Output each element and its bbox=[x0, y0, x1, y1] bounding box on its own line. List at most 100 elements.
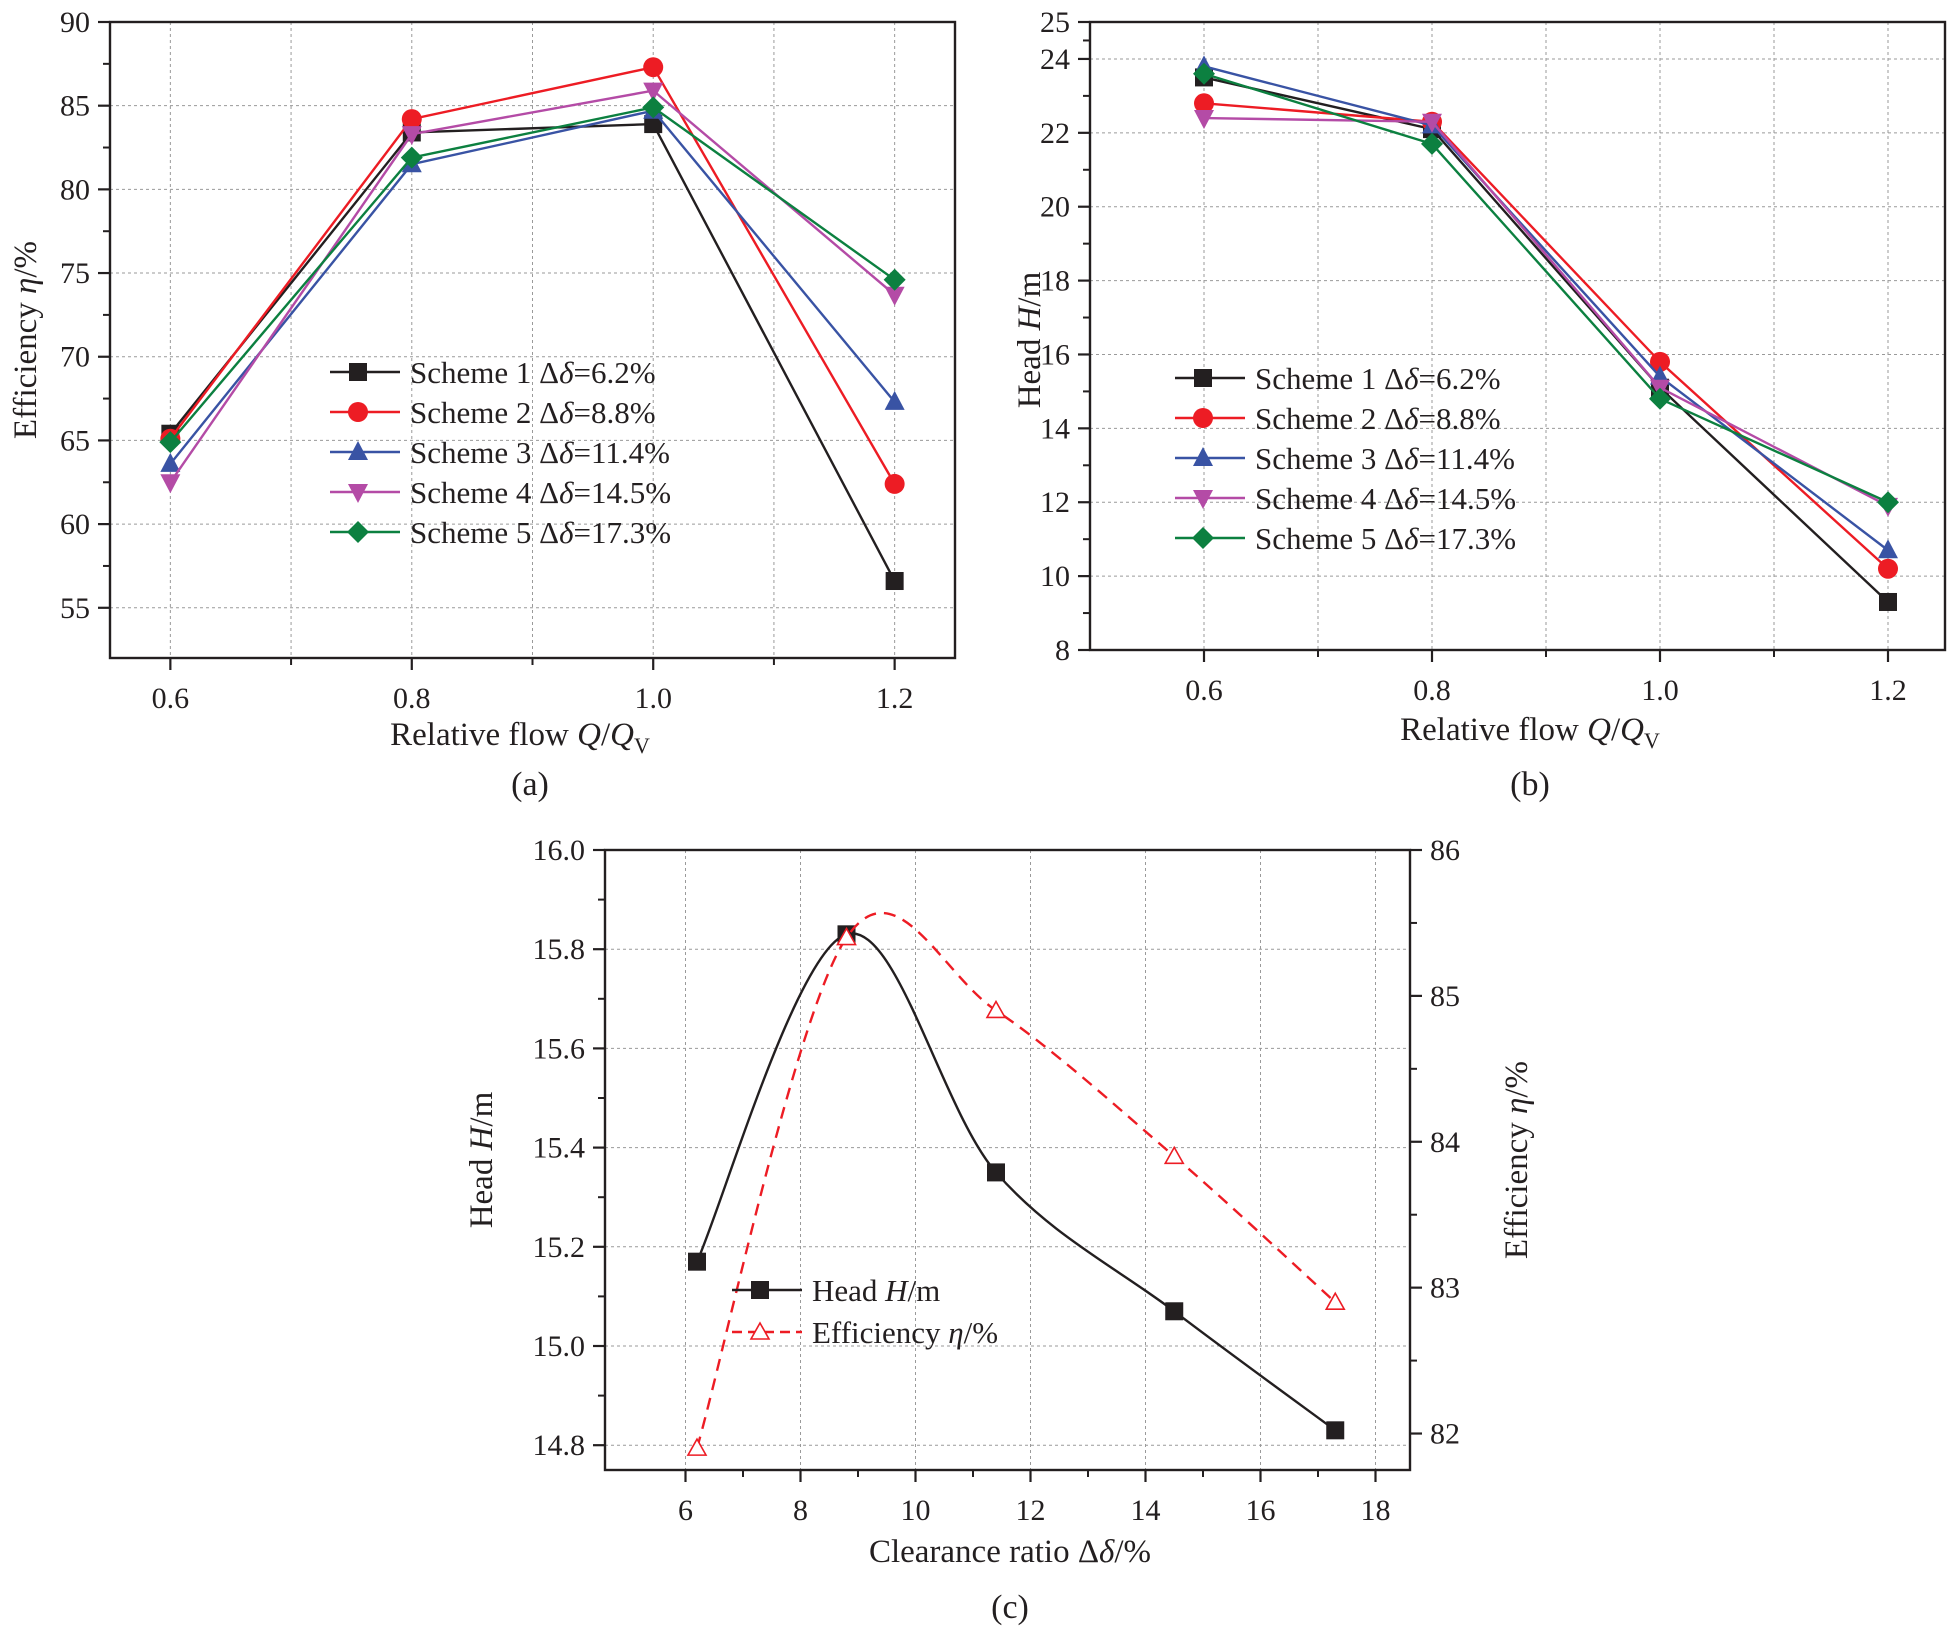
y2-tick-label: 82 bbox=[1430, 1418, 1460, 1451]
panel-c-frame bbox=[603, 848, 1412, 1472]
panel-b-label: (b) bbox=[1510, 766, 1550, 803]
legend-label: Scheme 4 Δδ=14.5% bbox=[1255, 481, 1516, 516]
panel-b-y-axis-label: Head H/m bbox=[1012, 271, 1048, 408]
data-point-a-3-4 bbox=[884, 390, 905, 410]
series-line-scheme-5 bbox=[1203, 72, 1889, 504]
series-line-efficiency bbox=[695, 911, 1337, 1449]
data-point-a-4-2 bbox=[401, 126, 422, 146]
y2-tick-label: 85 bbox=[1430, 980, 1460, 1013]
legend-marker bbox=[348, 441, 368, 460]
y-tick-label: 25 bbox=[1040, 6, 1070, 39]
x-tick-label: 0.6 bbox=[152, 682, 190, 715]
y-tick-label: 18 bbox=[1040, 265, 1070, 298]
x-tick-label: 10 bbox=[901, 1494, 931, 1527]
data-point-c-1-1 bbox=[688, 1252, 706, 1271]
panel-a-y-axis-label: Efficiency η/% bbox=[8, 241, 44, 439]
panel-b-ticks: 0.6 0.8 1.0 1.2 8 10 12 14 16 18 20 22 24 25 bbox=[1040, 6, 1907, 707]
legend-label: Head H/m bbox=[812, 1273, 940, 1308]
data-point-a-4-3 bbox=[643, 82, 664, 102]
data-point-b-3-4 bbox=[1878, 539, 1898, 559]
panel-b-grid bbox=[1090, 22, 1945, 651]
y-tick-label: 15.6 bbox=[533, 1032, 586, 1065]
data-point-a-5-3 bbox=[642, 96, 665, 119]
legend-label: Scheme 2 Δδ=8.8% bbox=[410, 395, 656, 430]
panel-c-label: (c) bbox=[991, 1589, 1029, 1626]
y-tick-label: 16 bbox=[1040, 338, 1070, 371]
panel-b-head-chart: 0.6 0.8 1.0 1.2 8 10 12 14 16 18 20 22 24 25 Relative … bbox=[1012, 6, 1947, 803]
panel-a-grid bbox=[110, 21, 955, 658]
y-tick-label: 15.2 bbox=[533, 1231, 586, 1264]
panel-b-x-axis-label: Relative flow Q/QV bbox=[1400, 712, 1660, 753]
data-point-b-2-4 bbox=[1878, 558, 1898, 579]
x-tick-label: 0.6 bbox=[1185, 674, 1223, 707]
legend-marker bbox=[1194, 369, 1212, 387]
x-tick-label: 8 bbox=[793, 1494, 808, 1527]
y-tick-label: 15.8 bbox=[533, 933, 586, 966]
x-tick-label: 16 bbox=[1246, 1494, 1276, 1527]
data-point-a-3-1 bbox=[160, 452, 181, 472]
legend-label: Scheme 5 Δδ=17.3% bbox=[410, 515, 671, 550]
data-point-b-5-4 bbox=[1877, 491, 1899, 514]
series-line-head bbox=[695, 932, 1336, 1432]
y-tick-label: 10 bbox=[1040, 560, 1070, 593]
legend-label: Scheme 4 Δδ=14.5% bbox=[410, 475, 671, 510]
series-a-5 bbox=[159, 96, 906, 454]
panel-c-x-axis-label: Clearance ratio Δδ/% bbox=[869, 1534, 1151, 1570]
panel-c-y2-axis-label: Efficiency η/% bbox=[1499, 1061, 1535, 1259]
data-point-c-1-4 bbox=[1165, 1302, 1184, 1321]
data-point-a-1-4 bbox=[885, 572, 904, 591]
x-tick-label: 14 bbox=[1131, 1494, 1161, 1527]
legend-label: Scheme 1 Δδ=6.2% bbox=[1255, 361, 1501, 396]
x-tick-label: 12 bbox=[1016, 1494, 1046, 1527]
legend-label: Scheme 5 Δδ=17.3% bbox=[1255, 521, 1516, 556]
data-point-c-2-1 bbox=[686, 1437, 708, 1456]
y2-tick-label: 83 bbox=[1430, 1272, 1460, 1305]
panel-c-ticks: 6 8 10 12 14 16 18 14.8 15.0 15.2 15.4 15.6 15.8 16.0… bbox=[533, 834, 1461, 1527]
y-tick-label: 8 bbox=[1055, 634, 1070, 667]
y-tick-label: 24 bbox=[1040, 43, 1070, 76]
data-point-c-1-3 bbox=[987, 1163, 1005, 1182]
data-point-b-5-2 bbox=[1421, 132, 1443, 155]
data-point-a-4-1 bbox=[160, 474, 181, 494]
x-tick-label: 0.8 bbox=[393, 682, 431, 715]
legend-label: Efficiency η/% bbox=[812, 1315, 998, 1350]
series-b-5 bbox=[1193, 62, 1899, 514]
x-tick-label: 1.2 bbox=[1869, 674, 1907, 707]
y-tick-label: 90 bbox=[60, 6, 90, 39]
y-tick-label: 15.4 bbox=[533, 1132, 586, 1165]
legend-marker bbox=[1193, 490, 1213, 509]
y-tick-label: 60 bbox=[60, 508, 90, 541]
data-point-a-2-4 bbox=[884, 473, 905, 494]
legend-label: Scheme 3 Δδ=11.4% bbox=[410, 435, 670, 470]
data-point-b-4-1 bbox=[1194, 110, 1214, 130]
data-point-a-4-4 bbox=[884, 286, 905, 306]
y-tick-label: 14 bbox=[1040, 412, 1070, 445]
panel-b-frame bbox=[1088, 20, 1947, 652]
series-line-scheme-3 bbox=[1203, 65, 1889, 552]
series-c-1 bbox=[688, 925, 1345, 1440]
legend-label: Scheme 2 Δδ=8.8% bbox=[1255, 401, 1501, 436]
data-point-b-2-1 bbox=[1194, 93, 1214, 114]
series-line-scheme-1 bbox=[1203, 76, 1889, 603]
legend-marker bbox=[348, 402, 368, 422]
y-tick-label: 75 bbox=[60, 257, 90, 290]
data-point-a-2-2 bbox=[401, 109, 422, 130]
y-tick-label: 15.0 bbox=[533, 1330, 586, 1363]
y-tick-label: 22 bbox=[1040, 117, 1070, 150]
data-point-c-2-2 bbox=[836, 926, 857, 946]
panel-c-legend: Head H/m Efficiency η/% bbox=[732, 1273, 998, 1350]
y2-tick-label: 84 bbox=[1430, 1126, 1460, 1159]
y-tick-label: 12 bbox=[1040, 486, 1070, 519]
panel-a-efficiency-chart: 0.6 0.8 1.0 1.2 55 60 65 70 75 80 85 90 Relative flo… bbox=[8, 6, 957, 803]
y2-tick-label: 86 bbox=[1430, 834, 1460, 867]
panel-a-ticks: 0.6 0.8 1.0 1.2 55 60 65 70 75 80 85 90 bbox=[60, 6, 913, 715]
x-tick-label: 1.2 bbox=[876, 682, 914, 715]
x-tick-label: 1.0 bbox=[634, 682, 672, 715]
y-tick-label: 20 bbox=[1040, 191, 1070, 224]
data-point-c-2-5 bbox=[1324, 1291, 1346, 1311]
x-tick-label: 1.0 bbox=[1641, 674, 1679, 707]
data-point-a-5-1 bbox=[159, 431, 182, 454]
legend-marker bbox=[347, 521, 369, 543]
panel-a-label: (a) bbox=[511, 766, 549, 803]
series-line-scheme-3 bbox=[169, 109, 896, 465]
